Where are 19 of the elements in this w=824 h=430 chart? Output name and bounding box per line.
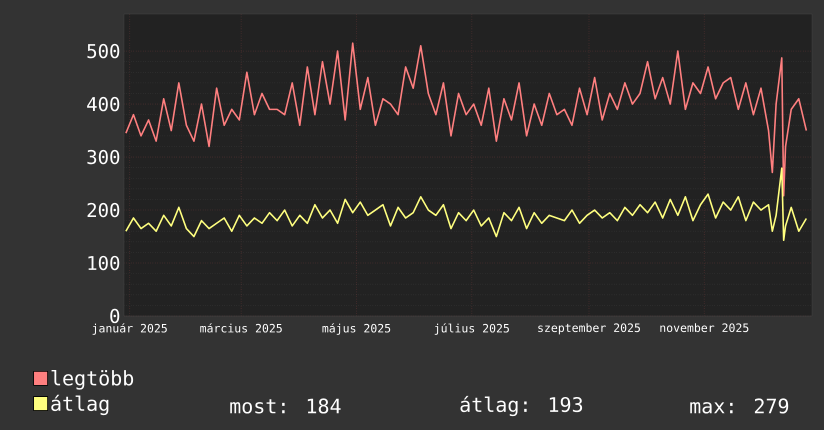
x-tick-label: július 2025 [434, 323, 509, 335]
legend-label: átlag [51, 394, 108, 416]
text: max: 279 [690, 398, 788, 414]
legend-label: legtöbb [52, 370, 134, 390]
x-tick-label: március 2025 [200, 323, 282, 333]
y-tick-label: 200 [88, 202, 120, 218]
text: átlag: 193 [460, 396, 582, 416]
x-tick-label: szeptember 2025 [538, 323, 640, 334]
line-series [125, 167, 808, 242]
x-tick-label: november 2025 [660, 323, 748, 332]
y-tick-label: 500 [87, 44, 120, 58]
x-tick-label: május 2025 [322, 323, 390, 335]
line-series [125, 42, 808, 197]
y-tick-label: 300 [87, 150, 120, 164]
y-tick-label: 0 [110, 308, 120, 324]
y-tick-label: 400 [87, 96, 120, 112]
text: most: 184 [230, 398, 341, 414]
x-tick-label: január 2025 [92, 323, 167, 335]
y-tick-label: 100 [88, 256, 120, 270]
